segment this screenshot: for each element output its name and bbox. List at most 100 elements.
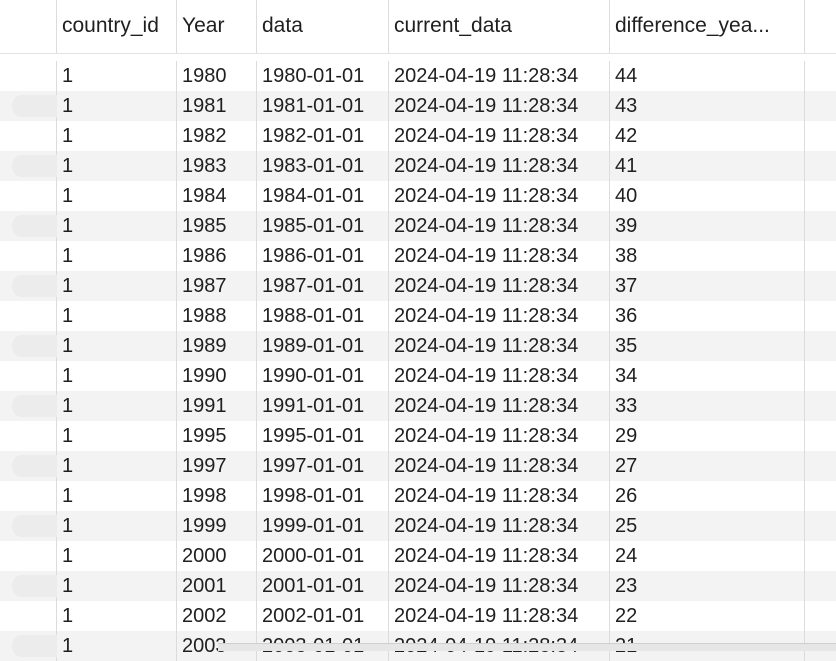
column-header-difference-years[interactable]: difference_yea... [610, 0, 805, 53]
table-row[interactable]: 1 1983 1983-01-01 2024-04-19 11:28:34 41 [0, 151, 836, 181]
table-row[interactable]: 1 2000 2000-01-01 2024-04-19 11:28:34 24 [0, 541, 836, 571]
row-gutter[interactable] [0, 301, 57, 331]
cell-current-data[interactable]: 2024-04-19 11:28:34 [389, 121, 610, 151]
cell-data[interactable]: 1984-01-01 [257, 181, 389, 211]
cell-difference-years[interactable]: 27 [610, 451, 805, 481]
cell-year[interactable]: 1987 [177, 271, 257, 301]
table-row[interactable]: 1 1984 1984-01-01 2024-04-19 11:28:34 40 [0, 181, 836, 211]
horizontal-scrollbar[interactable] [218, 643, 836, 651]
cell-country-id[interactable]: 1 [57, 151, 177, 181]
cell-data[interactable]: 2000-01-01 [257, 541, 389, 571]
cell-year[interactable]: 2001 [177, 571, 257, 601]
row-gutter[interactable] [0, 241, 57, 271]
cell-year[interactable]: 1997 [177, 451, 257, 481]
cell-country-id[interactable]: 1 [57, 331, 177, 361]
row-gutter[interactable] [0, 571, 57, 601]
cell-current-data[interactable]: 2024-04-19 11:28:34 [389, 301, 610, 331]
cell-year[interactable]: 2002 [177, 601, 257, 631]
cell-country-id[interactable]: 1 [57, 601, 177, 631]
cell-difference-years[interactable]: 26 [610, 481, 805, 511]
row-gutter[interactable] [0, 481, 57, 511]
cell-current-data[interactable]: 2024-04-19 11:28:34 [389, 511, 610, 541]
cell-data[interactable]: 2002-01-01 [257, 601, 389, 631]
cell-data[interactable]: 1985-01-01 [257, 211, 389, 241]
table-row[interactable]: 1 1982 1982-01-01 2024-04-19 11:28:34 42 [0, 121, 836, 151]
table-row[interactable]: 1 1995 1995-01-01 2024-04-19 11:28:34 29 [0, 421, 836, 451]
cell-current-data[interactable]: 2024-04-19 11:28:34 [389, 331, 610, 361]
cell-year[interactable]: 1991 [177, 391, 257, 421]
cell-country-id[interactable]: 1 [57, 181, 177, 211]
cell-current-data[interactable]: 2024-04-19 11:28:34 [389, 481, 610, 511]
cell-current-data[interactable]: 2024-04-19 11:28:34 [389, 241, 610, 271]
cell-current-data[interactable]: 2024-04-19 11:28:34 [389, 91, 610, 121]
cell-current-data[interactable]: 2024-04-19 11:28:34 [389, 541, 610, 571]
cell-year[interactable]: 1988 [177, 301, 257, 331]
cell-difference-years[interactable]: 34 [610, 361, 805, 391]
cell-difference-years[interactable]: 36 [610, 301, 805, 331]
cell-data[interactable]: 2001-01-01 [257, 571, 389, 601]
table-row[interactable]: 1 1981 1981-01-01 2024-04-19 11:28:34 43 [0, 91, 836, 121]
cell-year[interactable]: 1982 [177, 121, 257, 151]
cell-year[interactable]: 1999 [177, 511, 257, 541]
cell-difference-years[interactable]: 39 [610, 211, 805, 241]
cell-country-id[interactable]: 1 [57, 481, 177, 511]
cell-year[interactable]: 1986 [177, 241, 257, 271]
cell-difference-years[interactable]: 44 [610, 61, 805, 91]
cell-current-data[interactable]: 2024-04-19 11:28:34 [389, 421, 610, 451]
row-gutter[interactable] [0, 631, 57, 661]
cell-country-id[interactable]: 1 [57, 211, 177, 241]
cell-data[interactable]: 1998-01-01 [257, 481, 389, 511]
cell-data[interactable]: 1982-01-01 [257, 121, 389, 151]
cell-year[interactable]: 1995 [177, 421, 257, 451]
row-gutter[interactable] [0, 151, 57, 181]
table-row[interactable]: 1 1989 1989-01-01 2024-04-19 11:28:34 35 [0, 331, 836, 361]
cell-difference-years[interactable]: 22 [610, 601, 805, 631]
cell-year[interactable]: 1984 [177, 181, 257, 211]
cell-difference-years[interactable]: 41 [610, 151, 805, 181]
cell-difference-years[interactable]: 33 [610, 391, 805, 421]
row-gutter[interactable] [0, 451, 57, 481]
cell-difference-years[interactable]: 42 [610, 121, 805, 151]
cell-country-id[interactable]: 1 [57, 301, 177, 331]
cell-country-id[interactable]: 1 [57, 61, 177, 91]
cell-year[interactable]: 1983 [177, 151, 257, 181]
cell-current-data[interactable]: 2024-04-19 11:28:34 [389, 451, 610, 481]
row-gutter[interactable] [0, 541, 57, 571]
cell-current-data[interactable]: 2024-04-19 11:28:34 [389, 151, 610, 181]
cell-country-id[interactable]: 1 [57, 631, 177, 661]
cell-current-data[interactable]: 2024-04-19 11:28:34 [389, 361, 610, 391]
cell-current-data[interactable]: 2024-04-19 11:28:34 [389, 601, 610, 631]
cell-data[interactable]: 1986-01-01 [257, 241, 389, 271]
cell-year[interactable]: 1980 [177, 61, 257, 91]
column-header-current-data[interactable]: current_data [389, 0, 610, 53]
cell-country-id[interactable]: 1 [57, 391, 177, 421]
cell-data[interactable]: 1997-01-01 [257, 451, 389, 481]
cell-difference-years[interactable]: 29 [610, 421, 805, 451]
cell-country-id[interactable]: 1 [57, 271, 177, 301]
row-gutter[interactable] [0, 421, 57, 451]
row-gutter[interactable] [0, 211, 57, 241]
row-gutter[interactable] [0, 271, 57, 301]
cell-country-id[interactable]: 1 [57, 121, 177, 151]
table-row[interactable]: 1 1999 1999-01-01 2024-04-19 11:28:34 25 [0, 511, 836, 541]
cell-country-id[interactable]: 1 [57, 361, 177, 391]
cell-country-id[interactable]: 1 [57, 421, 177, 451]
cell-data[interactable]: 1988-01-01 [257, 301, 389, 331]
row-gutter[interactable] [0, 91, 57, 121]
cell-year[interactable]: 1998 [177, 481, 257, 511]
table-row[interactable]: 1 1980 1980-01-01 2024-04-19 11:28:34 44 [0, 61, 836, 91]
cell-current-data[interactable]: 2024-04-19 11:28:34 [389, 211, 610, 241]
cell-current-data[interactable]: 2024-04-19 11:28:34 [389, 61, 610, 91]
cell-difference-years[interactable]: 43 [610, 91, 805, 121]
table-row[interactable]: 1 1997 1997-01-01 2024-04-19 11:28:34 27 [0, 451, 836, 481]
cell-data[interactable]: 1981-01-01 [257, 91, 389, 121]
table-row[interactable]: 1 1991 1991-01-01 2024-04-19 11:28:34 33 [0, 391, 836, 421]
cell-data[interactable]: 1991-01-01 [257, 391, 389, 421]
row-gutter[interactable] [0, 361, 57, 391]
table-row[interactable]: 1 1986 1986-01-01 2024-04-19 11:28:34 38 [0, 241, 836, 271]
cell-difference-years[interactable]: 25 [610, 511, 805, 541]
table-row[interactable]: 1 2002 2002-01-01 2024-04-19 11:28:34 22 [0, 601, 836, 631]
row-gutter[interactable] [0, 181, 57, 211]
cell-difference-years[interactable]: 38 [610, 241, 805, 271]
table-row[interactable]: 1 1988 1988-01-01 2024-04-19 11:28:34 36 [0, 301, 836, 331]
